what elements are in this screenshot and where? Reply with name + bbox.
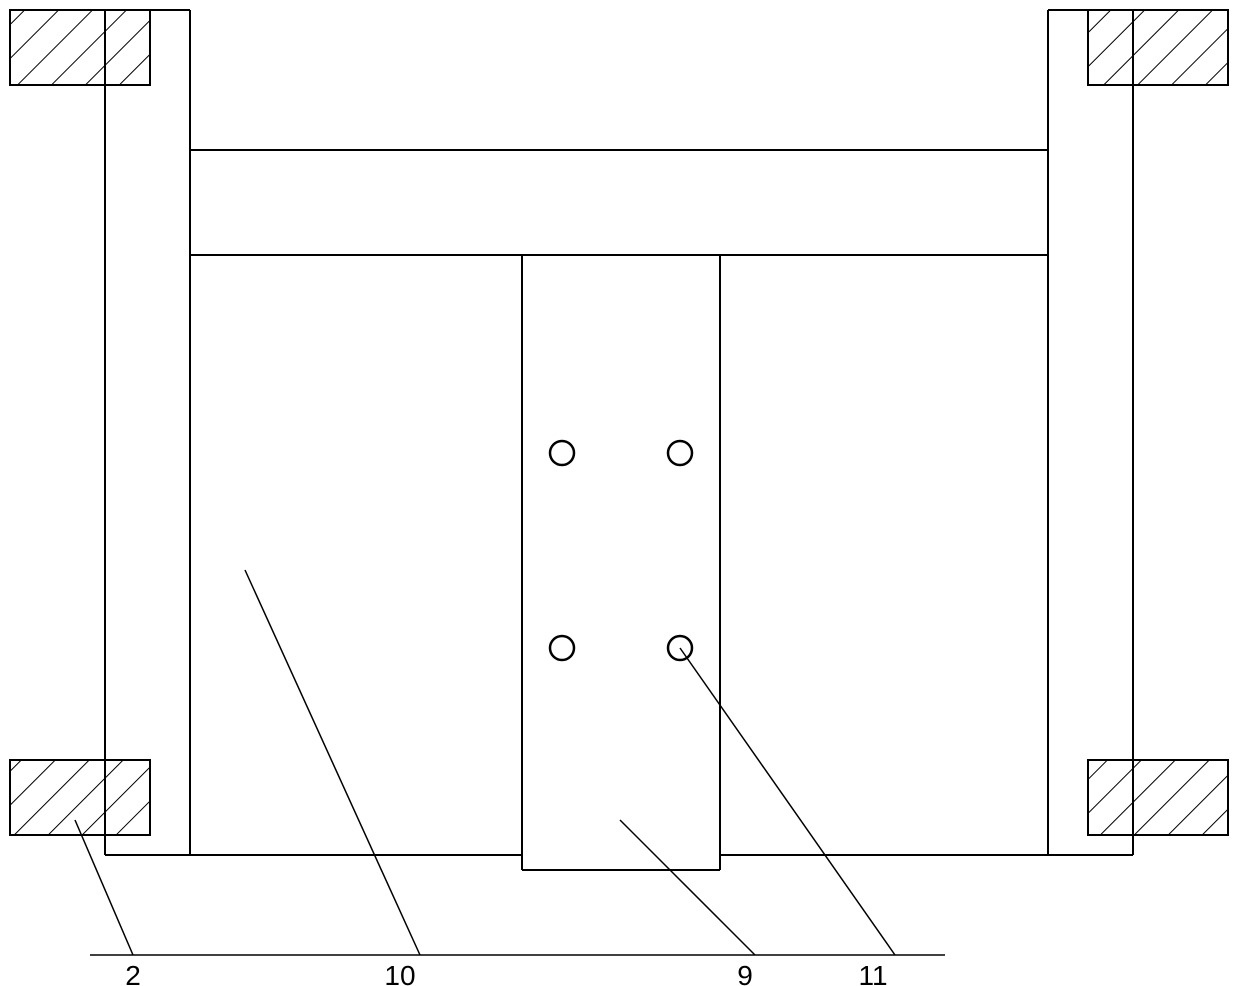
- label-11: 11: [858, 960, 887, 986]
- leader-9: [620, 820, 755, 955]
- hatched-block-bl: [10, 760, 150, 835]
- hole-tl: [550, 441, 574, 465]
- leader-lines: [75, 570, 945, 955]
- hatched-block-tr: [1088, 10, 1228, 85]
- label-2: 2: [125, 960, 141, 986]
- labels: 2 10 9 11: [125, 960, 887, 986]
- center-element: [190, 255, 1048, 870]
- frame-structure: [105, 10, 1133, 855]
- label-10: 10: [384, 960, 415, 986]
- hole-bl: [550, 636, 574, 660]
- leader-10: [245, 570, 420, 955]
- label-9: 9: [737, 960, 753, 986]
- leader-11: [680, 648, 895, 955]
- hole-tr: [668, 441, 692, 465]
- hatched-block-tl: [10, 10, 150, 85]
- engineering-diagram: 2 10 9 11: [0, 0, 1240, 986]
- holes: [550, 441, 692, 660]
- hatched-block-br: [1088, 760, 1228, 835]
- hatched-blocks: [10, 10, 1228, 835]
